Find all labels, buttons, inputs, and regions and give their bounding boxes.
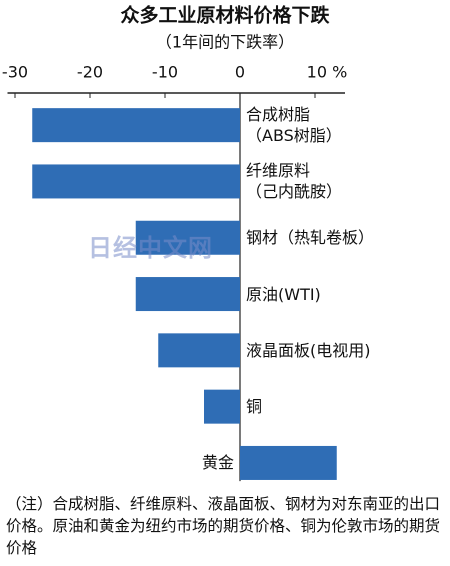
category-label: 纤维原料 （己内酰胺） <box>246 161 343 202</box>
chart-subtitle: （1年间的下跌率） <box>156 33 294 52</box>
category-label: 合成树脂 （ABS树脂） <box>246 105 342 146</box>
x-tick-label: -30 <box>2 63 28 82</box>
bar <box>135 220 240 255</box>
bar <box>32 164 240 199</box>
bar <box>32 108 240 143</box>
chart-title: 众多工业原材料价格下跌 <box>120 4 330 27</box>
bar <box>135 277 240 312</box>
watermark: 日经中文网 <box>88 234 213 262</box>
x-tick-label: -20 <box>77 63 103 82</box>
category-label: 铜 <box>246 397 263 417</box>
category-label: 钢材（热轧卷板） <box>246 228 375 248</box>
bar <box>240 445 337 480</box>
note: （注）合成树脂、纤维原料、液晶面板、钢材为对东南亚的出口价格。原油和黄金为纽约市… <box>6 495 441 557</box>
category-label: 黄金 <box>202 453 235 473</box>
category-label: 原油(WTI) <box>246 284 321 304</box>
x-tick-label: 0 <box>235 63 245 82</box>
bar <box>204 389 240 424</box>
category-label: 液晶面板(电视用) <box>246 340 371 360</box>
x-tick-label: -10 <box>152 63 178 82</box>
bar <box>158 333 240 368</box>
x-tick-label: 10 % <box>307 63 348 82</box>
